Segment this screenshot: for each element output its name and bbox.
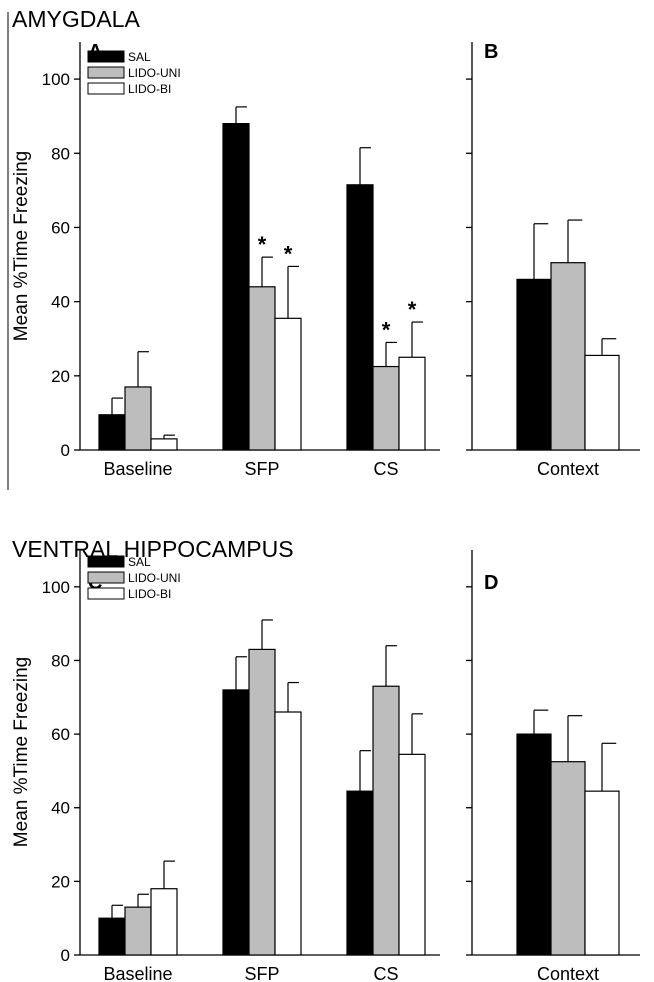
bar-sal xyxy=(346,184,374,451)
legend: SAL LIDO-UNI LIDO-BI xyxy=(87,50,181,96)
bar-lido-uni xyxy=(372,685,400,956)
legend: SAL LIDO-UNI LIDO-BI xyxy=(87,555,181,601)
y-axis-label: Mean %Time Freezing xyxy=(11,151,32,341)
legend-swatch-sal xyxy=(87,555,125,568)
panel-label: D xyxy=(484,572,498,594)
bar-sal xyxy=(516,733,552,956)
legend-swatch-lido-uni xyxy=(87,66,125,79)
y-tick-label: 0 xyxy=(61,946,70,965)
legend-swatch-lido-bi xyxy=(87,587,125,600)
x-tick-label: CS xyxy=(373,964,398,982)
x-tick-label: CS xyxy=(373,459,398,479)
bar-lido-bi xyxy=(274,711,302,956)
y-tick-label: 100 xyxy=(42,578,70,597)
bar-sal xyxy=(516,278,552,451)
y-axis-label: Mean %Time Freezing xyxy=(11,657,32,847)
y-tick-label: 100 xyxy=(42,70,70,89)
y-tick-label: 40 xyxy=(51,293,70,312)
x-tick-label: Baseline xyxy=(103,964,172,982)
x-tick-label: SFP xyxy=(244,964,279,982)
y-tick-label: 60 xyxy=(51,725,70,744)
y-tick-label: 80 xyxy=(51,651,70,670)
significance-star: * xyxy=(284,241,293,266)
x-tick-label: Baseline xyxy=(103,459,172,479)
bar-lido-bi xyxy=(274,317,302,451)
bar-lido-bi xyxy=(398,356,426,451)
legend-swatch-lido-uni xyxy=(87,571,125,584)
bar-lido-uni xyxy=(550,761,586,956)
legend-label: SAL xyxy=(128,50,151,64)
legend-label: SAL xyxy=(128,555,151,569)
legend-label: LIDO-BI xyxy=(128,587,171,601)
section-title: VENTRAL HIPPOCAMPUS xyxy=(12,536,294,562)
y-tick-label: 80 xyxy=(51,144,70,163)
x-tick-label: Context xyxy=(537,459,599,479)
y-tick-label: 0 xyxy=(61,441,70,460)
legend-swatch-sal xyxy=(87,50,125,63)
significance-star: * xyxy=(382,317,391,342)
y-tick-label: 20 xyxy=(51,872,70,891)
bar-sal xyxy=(222,689,250,956)
bar-lido-uni xyxy=(372,365,400,451)
legend-label: LIDO-BI xyxy=(128,82,171,96)
panel-a: AMYGDALAA020406080100Mean %Time Freezing… xyxy=(7,6,440,490)
legend-swatch-lido-bi xyxy=(87,82,125,95)
bar-lido-bi xyxy=(584,354,620,451)
x-tick-label: Context xyxy=(537,964,599,982)
bar-lido-uni xyxy=(248,286,276,451)
bar-lido-uni xyxy=(124,386,152,451)
panel-b: B Context xyxy=(466,41,640,479)
bar-lido-uni xyxy=(550,262,586,451)
bar-lido-bi xyxy=(584,790,620,956)
panel-label: B xyxy=(484,41,498,63)
bar-lido-bi xyxy=(150,888,178,956)
panel-d: D Context xyxy=(466,550,640,982)
significance-star: * xyxy=(258,232,267,257)
y-tick-label: 20 xyxy=(51,367,70,386)
bar-sal xyxy=(98,414,126,451)
significance-star: * xyxy=(408,297,417,322)
y-tick-label: 40 xyxy=(51,799,70,818)
bar-lido-uni xyxy=(124,906,152,956)
bar-sal xyxy=(98,917,126,956)
bar-lido-bi xyxy=(150,438,178,451)
legend-label: LIDO-UNI xyxy=(128,66,181,80)
bar-sal xyxy=(222,122,250,451)
bar-lido-uni xyxy=(248,648,276,956)
y-tick-label: 60 xyxy=(51,218,70,237)
bar-sal xyxy=(346,790,374,956)
section-title: AMYGDALA xyxy=(12,6,140,32)
panel-c: VENTRAL HIPPOCAMPUSC020406080100Mean %Ti… xyxy=(11,536,440,982)
x-tick-label: SFP xyxy=(244,459,279,479)
bar-lido-bi xyxy=(398,753,426,956)
legend-label: LIDO-UNI xyxy=(128,571,181,585)
